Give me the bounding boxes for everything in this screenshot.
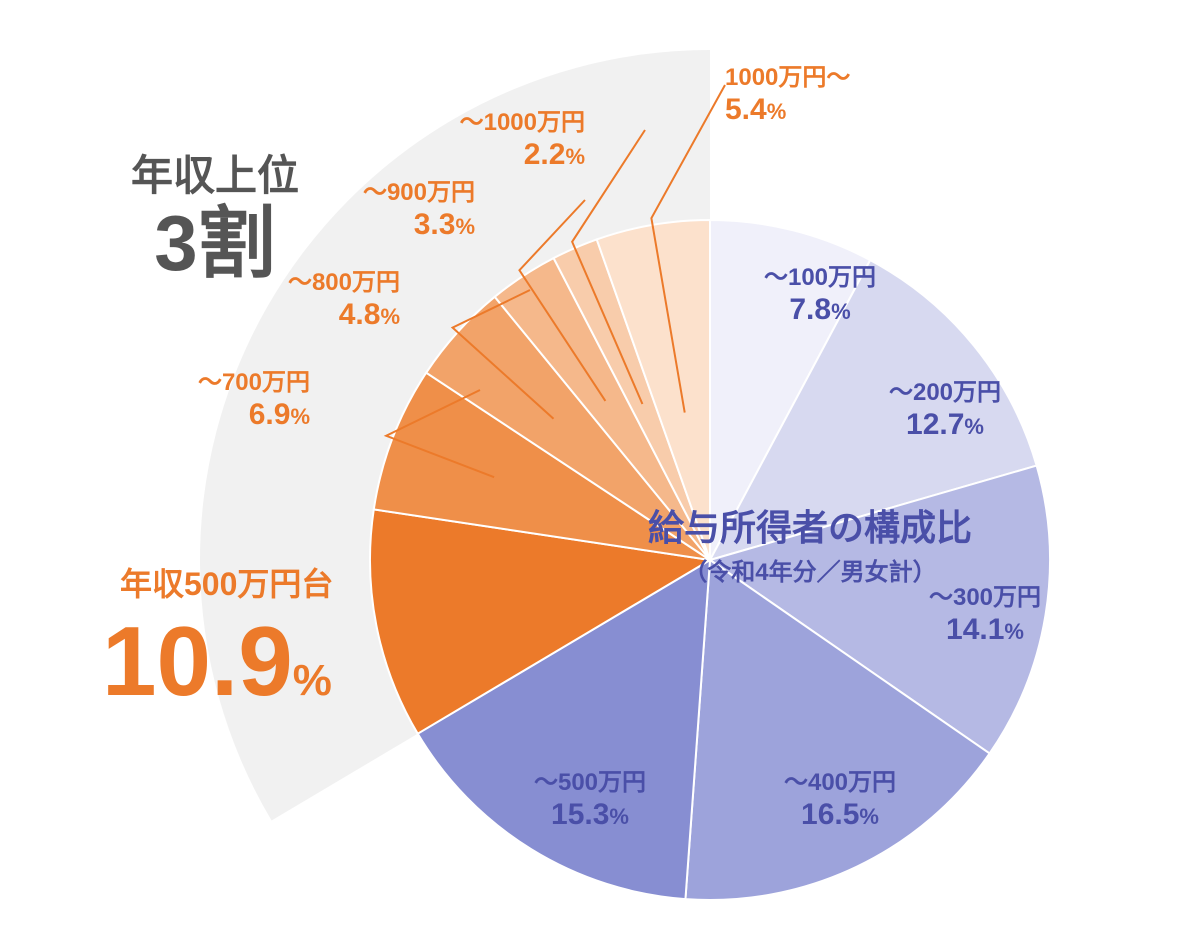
center-title-line2: （令和4年分／男女計） <box>683 558 936 586</box>
slice-label-s1: ～100万円 <box>764 264 876 291</box>
slice-label-s2: ～200万円 <box>889 379 1001 406</box>
callout-500-label: 年収500万円台 <box>120 566 333 602</box>
slice-label-s9: ～900万円 <box>363 179 475 206</box>
slice-label-s7: ～700万円 <box>198 369 310 396</box>
callout-top30-value: 3割 <box>154 199 275 287</box>
callout-top30-label: 年収上位 <box>131 152 299 199</box>
income-distribution-pie-chart: ～100万円7.8%～200万円12.7%～300万円14.1%～400万円16… <box>0 0 1200 925</box>
slice-label-s4: ～400万円 <box>784 769 896 796</box>
slice-label-s8: ～800万円 <box>288 269 400 296</box>
slice-value-s11: 5.4% <box>725 93 786 126</box>
slice-label-s10: ～1000万円 <box>460 109 585 136</box>
slice-label-s3: ～300万円 <box>929 584 1041 611</box>
slice-label-s5: ～500万円 <box>534 769 646 796</box>
slice-label-s11: 1000万円～ <box>725 64 850 91</box>
center-title-line1: 給与所得者の構成比 <box>648 507 972 548</box>
